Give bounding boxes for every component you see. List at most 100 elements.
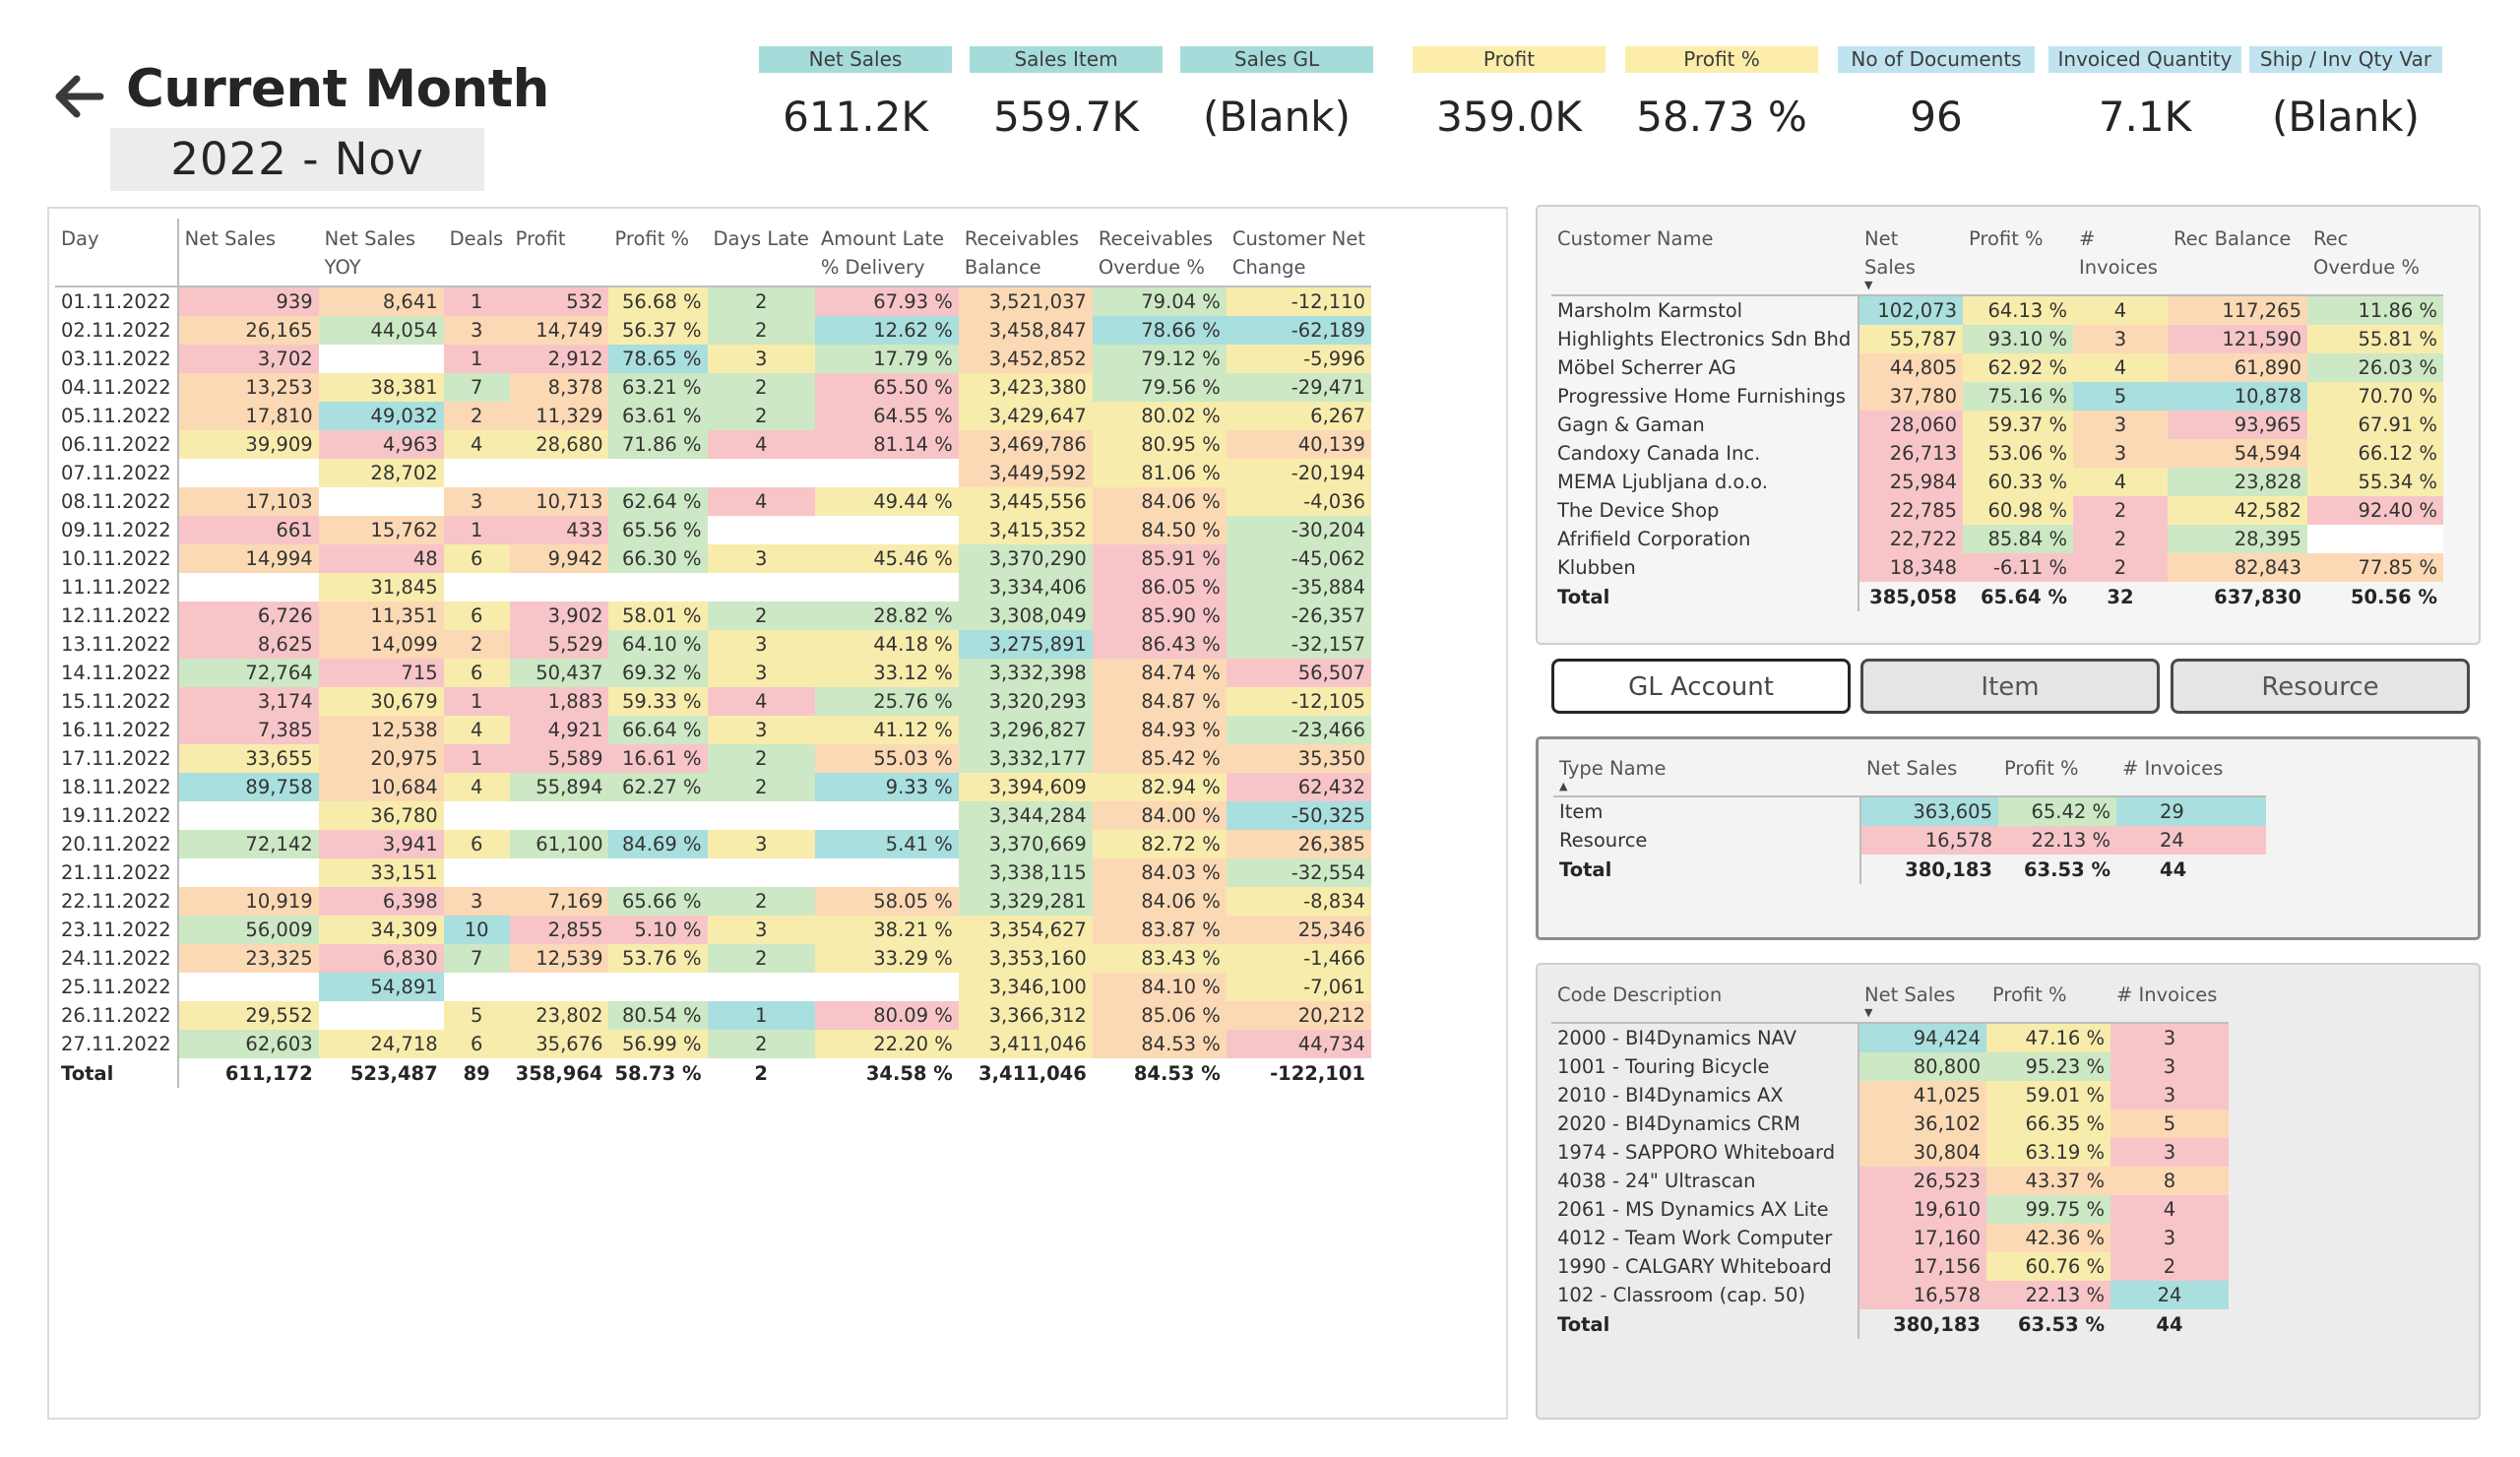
table-row[interactable]: 2061 - MS Dynamics AX Lite 19,610 99.75 % 4 xyxy=(1551,1195,2229,1224)
table-row[interactable]: 14.11.2022 72,764 715 6 50,437 69.32 % 3 33.12 … xyxy=(55,659,1371,687)
column-header[interactable]: Net Sales ▼ xyxy=(1858,975,1986,1024)
column-header[interactable]: Profit % xyxy=(1998,748,2116,797)
table-row[interactable]: Resource 16,578 22.13 % 24 xyxy=(1553,826,2266,855)
table-row[interactable]: 13.11.2022 8,625 14,099 2 5,529 64.10 % 3 44.18… xyxy=(55,630,1371,659)
table-row[interactable]: Gagn & Gaman 28,060 59.37 % 3 93,965 67.91 % xyxy=(1551,411,2443,439)
column-header[interactable]: Days Late xyxy=(707,219,815,287)
table-row[interactable]: Candoxy Canada Inc. 26,713 53.06 % 3 54,594 6… xyxy=(1551,439,2443,468)
column-header[interactable]: Net Sales xyxy=(1860,748,1998,797)
period-slicer[interactable]: 2022 - Nov xyxy=(110,128,484,191)
column-header[interactable]: # Invoices xyxy=(2116,748,2266,797)
total-ns: 385,058 xyxy=(1869,585,1957,608)
table-row[interactable]: Marsholm Karmstol 102,073 64.13 % 4 117,265 1… xyxy=(1551,295,2443,325)
table-row[interactable]: 07.11.2022 28,702 3,449,592 81.06 % -20,194 xyxy=(55,459,1371,487)
table-row[interactable]: 24.11.2022 23,325 6,830 7 12,539 53.76 % 2 33.2… xyxy=(55,944,1371,973)
table-row[interactable]: 17.11.2022 33,655 20,975 1 5,589 16.61 % 2 55.0… xyxy=(55,744,1371,773)
cell-late: 2 xyxy=(707,402,815,430)
column-header[interactable]: Net Sales xyxy=(177,219,319,287)
cell-late: 2 xyxy=(707,1030,815,1058)
total-yoy: 523,487 xyxy=(349,1061,438,1085)
sort-desc-icon[interactable]: ▼ xyxy=(1864,279,1873,291)
table-row[interactable]: 4012 - Team Work Computer 17,160 42.36 % 3 xyxy=(1551,1224,2229,1252)
cell-day: 07.11.2022 xyxy=(55,459,179,487)
table-row[interactable]: 08.11.2022 17,103 3 10,713 62.64 % 4 49.44 % 3,… xyxy=(55,487,1371,516)
table-row[interactable]: 20.11.2022 72,142 3,941 6 61,100 84.69 % 3 5.41… xyxy=(55,830,1371,858)
table-row[interactable]: 21.11.2022 33,151 3,338,115 84.03 % -32,554 xyxy=(55,858,1371,887)
table-row[interactable]: 18.11.2022 89,758 10,684 4 55,894 62.27 % 2 9.3… xyxy=(55,773,1371,801)
table-row[interactable]: Möbel Scherrer AG 44,805 62.92 % 4 61,890 26.… xyxy=(1551,353,2443,382)
table-row[interactable]: 19.11.2022 36,780 3,344,284 84.00 % -50,325 xyxy=(55,801,1371,830)
table-row[interactable]: 11.11.2022 31,845 3,334,406 86.05 % -35,884 xyxy=(55,573,1371,602)
table-row[interactable]: The Device Shop 22,785 60.98 % 2 42,582 92.40… xyxy=(1551,496,2443,525)
cell-cnc: -45,062 xyxy=(1226,544,1371,573)
column-header[interactable]: # Invoices xyxy=(2073,219,2168,296)
cell-late xyxy=(707,973,815,1001)
table-row[interactable]: 1001 - Touring Bicycle 80,800 95.23 % 3 xyxy=(1551,1052,2229,1081)
column-header[interactable]: Profit xyxy=(509,219,609,287)
sort-desc-icon[interactable]: ▼ xyxy=(1864,1006,1873,1019)
column-header-label: Receivables xyxy=(1098,227,1214,250)
column-header[interactable]: Receivables Overdue % xyxy=(1092,219,1227,287)
table-row[interactable]: 09.11.2022 661 15,762 1 433 65.56 % 3,415,352 8… xyxy=(55,516,1371,544)
table-row[interactable]: 1974 - SAPPORO Whiteboard 30,804 63.19 % 3 xyxy=(1551,1138,2229,1167)
table-row[interactable]: MEMA Ljubljana d.o.o. 25,984 60.33 % 4 23,82… xyxy=(1551,468,2443,496)
cell-rb: 3,458,847 xyxy=(958,316,1093,345)
column-header[interactable]: Rec Overdue % xyxy=(2307,219,2443,296)
table-row[interactable]: 4038 - 24" Ultrascan 26,523 43.37 % 8 xyxy=(1551,1167,2229,1195)
column-header[interactable]: Receivables Balance xyxy=(958,219,1093,287)
column-header[interactable]: Customer Net Change xyxy=(1226,219,1371,287)
tab-item[interactable]: Item xyxy=(1860,659,2160,714)
cell-pp: 43.37 % xyxy=(1986,1167,2110,1195)
table-row[interactable]: Item 363,605 65.42 % 29 xyxy=(1553,796,2266,826)
table-row[interactable]: 26.11.2022 29,552 5 23,802 80.54 % 1 80.09 % 3,… xyxy=(55,1001,1371,1030)
column-header[interactable]: Day xyxy=(55,219,179,287)
cell-pp: 64.10 % xyxy=(608,630,708,659)
column-header[interactable]: Code Description xyxy=(1551,975,1858,1024)
table-row[interactable]: Klubben 18,348 -6.11 % 2 82,843 77.85 % xyxy=(1551,553,2443,582)
cell-rb: 93,965 xyxy=(2168,411,2307,439)
table-row[interactable]: 27.11.2022 62,603 24,718 6 35,676 56.99 % 2 22.… xyxy=(55,1030,1371,1058)
table-row[interactable]: 2000 - BI4Dynamics NAV 94,424 47.16 % 3 xyxy=(1551,1023,2229,1052)
cell-ro: 81.06 % xyxy=(1092,459,1227,487)
column-header[interactable]: Net Sales ▼ xyxy=(1858,219,1963,296)
table-row[interactable]: 16.11.2022 7,385 12,538 4 4,921 66.64 % 3 41.12… xyxy=(55,716,1371,744)
cell-ro: 84.93 % xyxy=(1092,716,1227,744)
table-row[interactable]: Highlights Electronics Sdn Bhd 55,787 93.1… xyxy=(1551,325,2443,353)
table-row[interactable]: 06.11.2022 39,909 4,963 4 28,680 71.86 % 4 81.1… xyxy=(55,430,1371,459)
table-row[interactable]: Progressive Home Furnishings 37,780 75.16 … xyxy=(1551,382,2443,411)
column-header[interactable]: # Invoices xyxy=(2110,975,2229,1024)
cell-name: MEMA Ljubljana d.o.o. xyxy=(1551,468,1859,496)
tab-resource[interactable]: Resource xyxy=(2171,659,2470,714)
table-row[interactable]: 10.11.2022 14,994 48 6 9,942 66.30 % 3 45.46 % 3… xyxy=(55,544,1371,573)
column-header[interactable]: Profit % xyxy=(1963,219,2073,296)
column-header[interactable]: Rec Balance xyxy=(2168,219,2307,296)
column-header[interactable]: Net Sales YOY xyxy=(318,219,444,287)
table-row[interactable]: 25.11.2022 54,891 3,346,100 84.10 % -7,061 xyxy=(55,973,1371,1001)
table-row[interactable]: 03.11.2022 3,702 1 2,912 78.65 % 3 17.79 % 3,45… xyxy=(55,345,1371,373)
table-row[interactable]: 15.11.2022 3,174 30,679 1 1,883 59.33 % 4 25.76… xyxy=(55,687,1371,716)
column-header[interactable]: Deals xyxy=(443,219,510,287)
column-header[interactable]: Type Name ▲ xyxy=(1553,748,1860,797)
cell-amt xyxy=(814,573,959,602)
back-button[interactable] xyxy=(49,67,108,126)
tab-gl-account[interactable]: GL Account xyxy=(1551,659,1851,714)
table-row[interactable]: Afrifield Corporation 22,722 85.84 % 2 28,39… xyxy=(1551,525,2443,553)
column-header[interactable]: Profit % xyxy=(608,219,708,287)
column-header[interactable]: Customer Name xyxy=(1551,219,1858,296)
table-row[interactable]: 23.11.2022 56,009 34,309 10 2,855 5.10 % 3 38.2… xyxy=(55,916,1371,944)
column-header[interactable]: Profit % xyxy=(1986,975,2110,1024)
column-header[interactable]: Amount Late % Delivery xyxy=(814,219,959,287)
table-row[interactable]: 01.11.2022 939 8,641 1 532 56.68 % 2 67.93 % 3,5… xyxy=(55,286,1371,316)
table-row[interactable]: 05.11.2022 17,810 49,032 2 11,329 63.61 % 2 64.… xyxy=(55,402,1371,430)
sort-asc-icon[interactable]: ▲ xyxy=(1559,780,1568,792)
table-row[interactable]: 12.11.2022 6,726 11,351 6 3,902 58.01 % 2 28.82… xyxy=(55,602,1371,630)
kpi-card: Sales Item 559.7K xyxy=(970,46,1163,141)
table-row[interactable]: 2020 - BI4Dynamics CRM 36,102 66.35 % 5 xyxy=(1551,1109,2229,1138)
table-row[interactable]: 102 - Classroom (cap. 50) 16,578 22.13 % 24 xyxy=(1551,1281,2229,1309)
table-row[interactable]: 02.11.2022 26,165 44,054 3 14,749 56.37 % 2 12.… xyxy=(55,316,1371,345)
table-row[interactable]: 2010 - BI4Dynamics AX 41,025 59.01 % 3 xyxy=(1551,1081,2229,1109)
table-row[interactable]: 1990 - CALGARY Whiteboard 17,156 60.76 % 2 xyxy=(1551,1252,2229,1281)
table-row[interactable]: 04.11.2022 13,253 38,381 7 8,378 63.21 % 2 65.5… xyxy=(55,373,1371,402)
table-row[interactable]: 22.11.2022 10,919 6,398 3 7,169 65.66 % 2 58.05… xyxy=(55,887,1371,916)
cell-late: 2 xyxy=(707,744,815,773)
